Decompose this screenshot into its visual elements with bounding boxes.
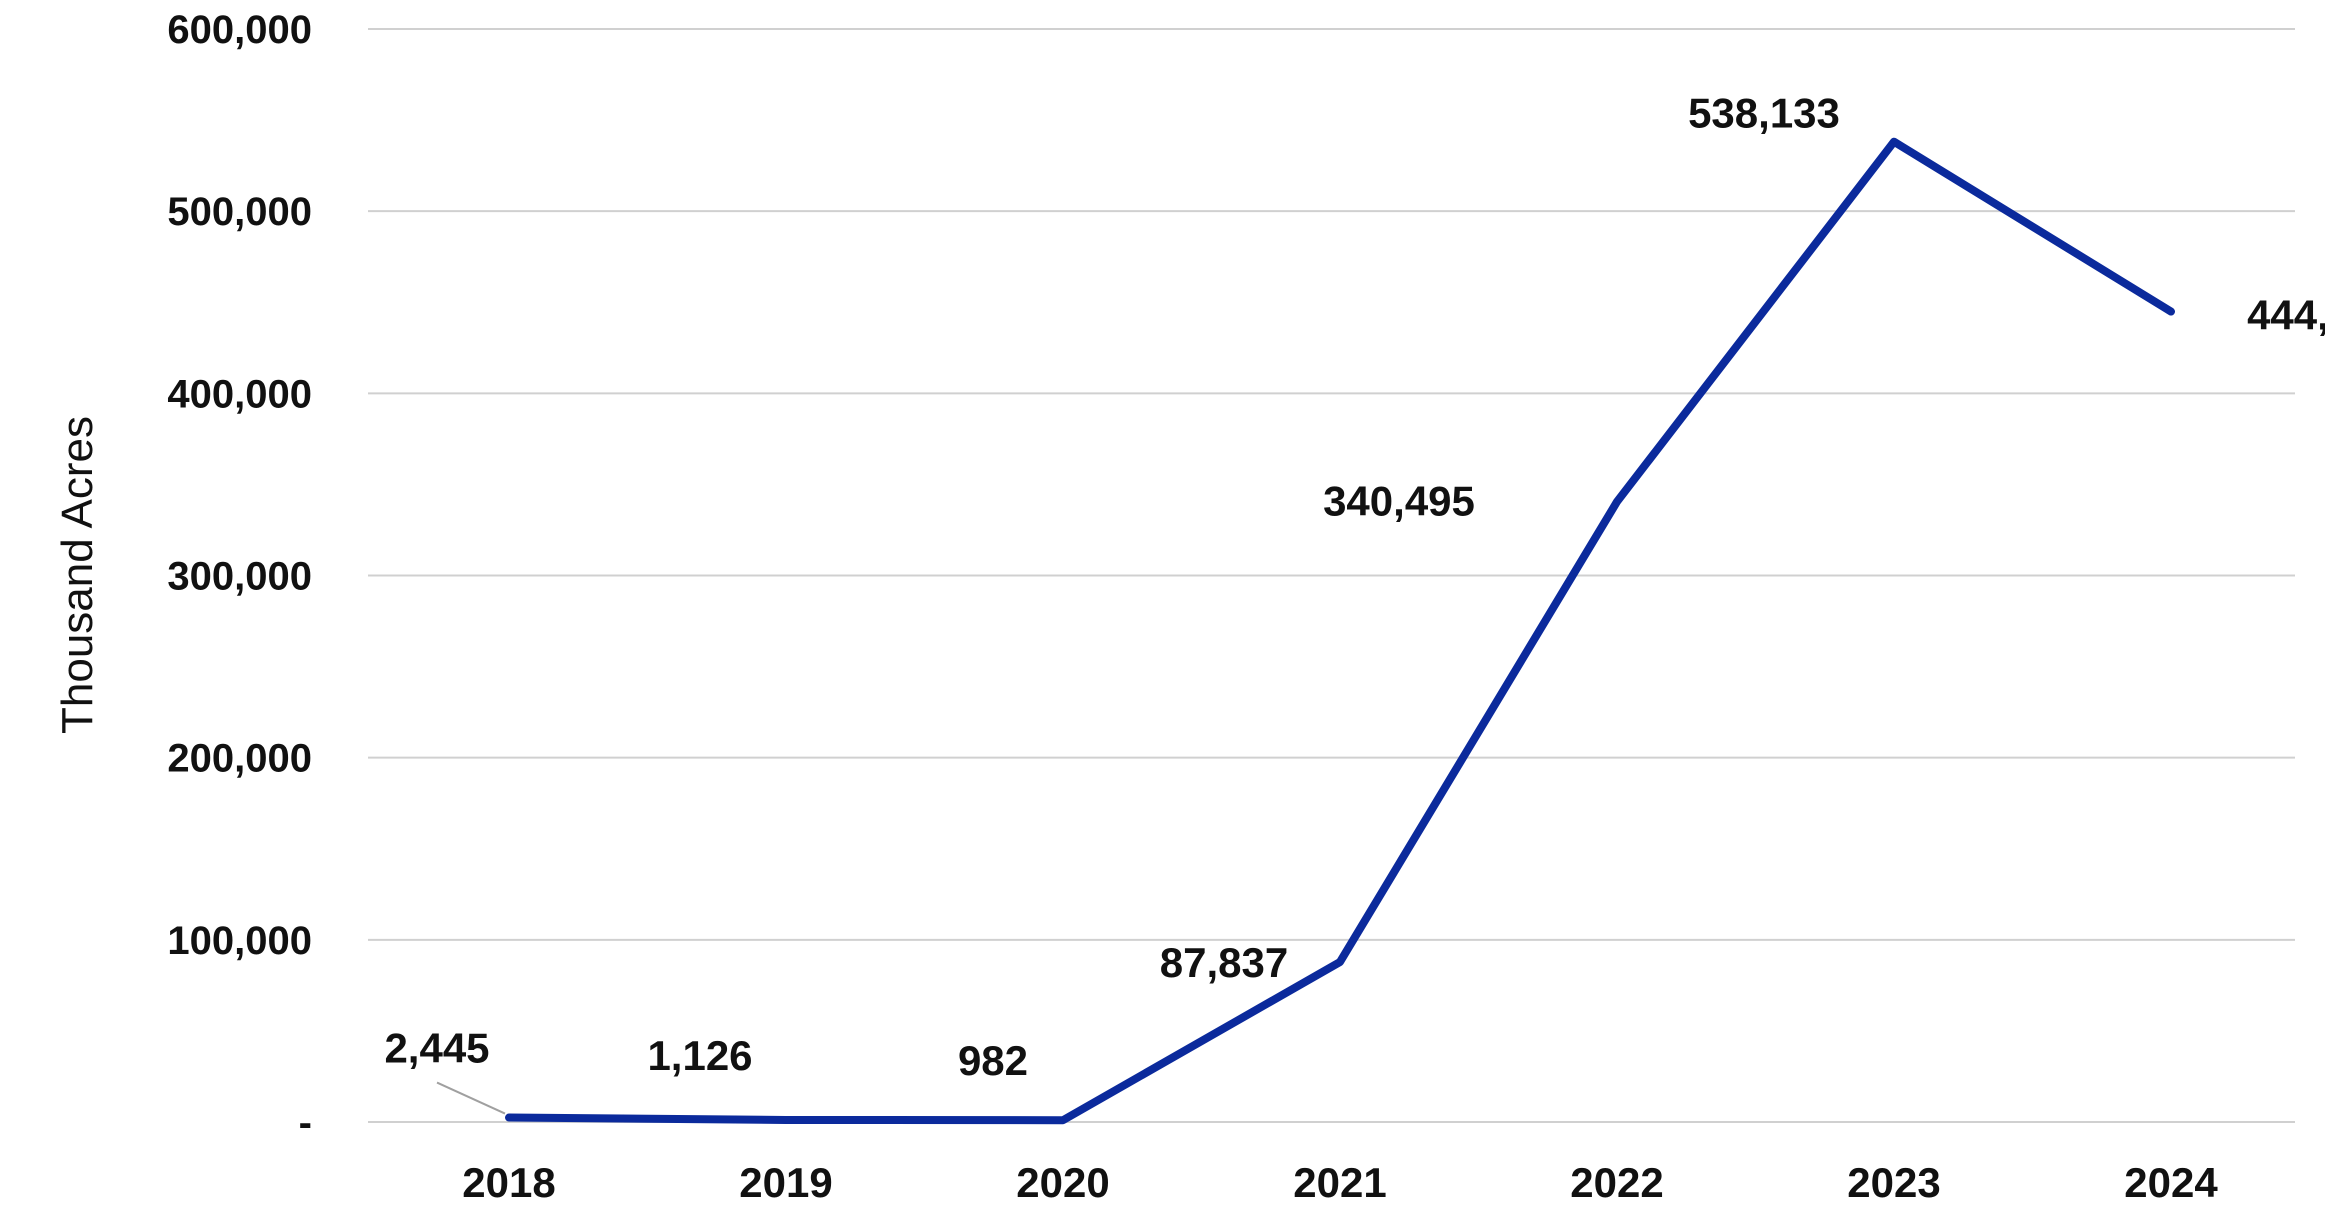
y-tick-label: 300,000 <box>167 555 312 599</box>
y-tick-label: - <box>299 1101 312 1145</box>
data-label: 1,126 <box>647 1032 752 1079</box>
x-tick-label: 2020 <box>1016 1159 1109 1206</box>
data-label: 2,445 <box>384 1025 489 1072</box>
x-axis-ticks: 2018 2019 2020 2021 2022 2023 2024 <box>462 1159 2218 1206</box>
y-tick-label: 200,000 <box>167 737 312 781</box>
data-label: 538,133 <box>1688 90 1840 137</box>
label-leader-line <box>436 1081 506 1115</box>
x-tick-label: 2018 <box>462 1159 555 1206</box>
y-tick-label: 100,000 <box>167 919 312 963</box>
x-tick-label: 2019 <box>739 1159 832 1206</box>
data-labels: 2,445 1,126 982 87,837 340,495 538,133 444,893 <box>384 90 2325 1115</box>
gridlines <box>368 28 2295 1123</box>
data-label: 340,495 <box>1323 478 1475 525</box>
x-tick-label: 2024 <box>2124 1159 2218 1206</box>
series-line <box>505 137 2175 1125</box>
series <box>505 137 2175 1125</box>
data-label: 982 <box>958 1037 1028 1084</box>
y-tick-label: 500,000 <box>167 190 312 234</box>
data-label: 87,837 <box>1160 939 1288 986</box>
y-tick-label: 600,000 <box>167 8 312 52</box>
data-label: 444,893 <box>2247 292 2325 339</box>
y-tick-label: 400,000 <box>167 372 312 416</box>
x-tick-label: 2021 <box>1293 1159 1386 1206</box>
y-axis-title: Thousand Acres <box>53 416 102 734</box>
x-tick-label: 2022 <box>1570 1159 1663 1206</box>
x-tick-label: 2023 <box>1847 1159 1940 1206</box>
y-axis-ticks: - 100,000 200,000 300,000 400,000 500,000 600,… <box>167 8 312 1145</box>
